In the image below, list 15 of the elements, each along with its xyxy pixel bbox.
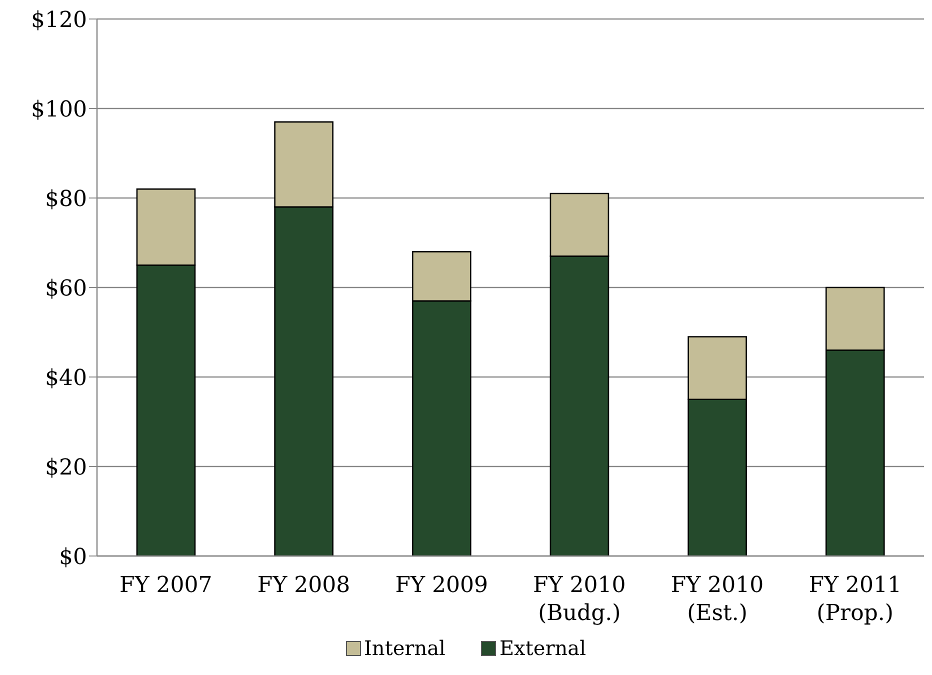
x-tick-label: FY 2010 (Est.) (670, 573, 764, 626)
x-tick-label: FY 2010 (Budg.) (533, 573, 626, 626)
x-tick-label: FY 2007 (120, 573, 212, 598)
x-tick-label: FY 2009 (395, 573, 488, 598)
y-tick-label: $80 (45, 186, 87, 212)
legend-label: Internal (363, 636, 446, 660)
y-tick-label: $120 (31, 8, 87, 33)
x-tick-label: FY 2011 (Prop.) (808, 573, 902, 626)
legend-label: External (498, 636, 586, 660)
y-tick-label: $60 (45, 276, 87, 302)
x-tick-label: FY 2008 (257, 573, 350, 598)
y-tick-label: $100 (31, 97, 87, 122)
y-tick-label: $0 (59, 544, 87, 570)
y-tick-label: $40 (45, 366, 87, 391)
y-tick-label: $20 (45, 455, 87, 480)
